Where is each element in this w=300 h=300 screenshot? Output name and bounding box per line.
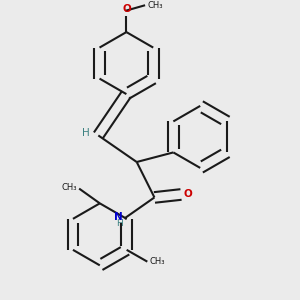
Text: O: O [183, 190, 192, 200]
Text: CH₃: CH₃ [150, 257, 165, 266]
Text: H: H [82, 128, 90, 138]
Text: H: H [116, 219, 122, 228]
Text: CH₃: CH₃ [147, 1, 163, 10]
Text: O: O [122, 4, 131, 14]
Text: CH₃: CH₃ [61, 183, 77, 192]
Text: N: N [114, 212, 122, 222]
